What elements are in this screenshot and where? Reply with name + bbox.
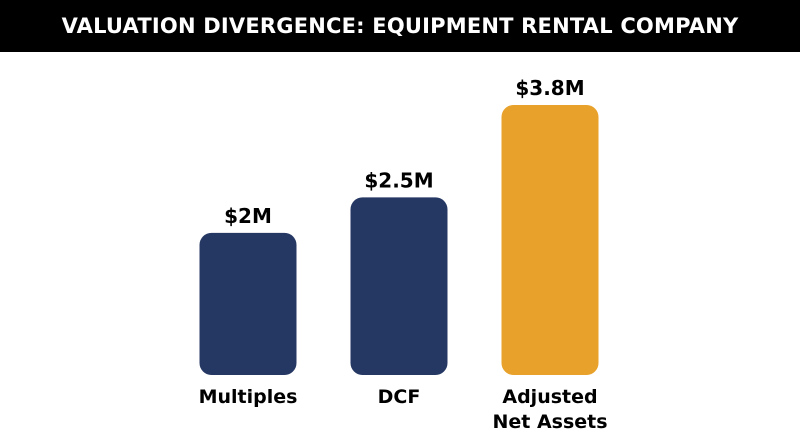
category-label-0: Multiples bbox=[199, 386, 298, 408]
bar-2 bbox=[501, 105, 599, 375]
bar-0 bbox=[199, 232, 297, 375]
category-label-1: DCF bbox=[378, 386, 421, 408]
value-label-0: $2M bbox=[224, 204, 272, 228]
category-label-2-line-1: Net Assets bbox=[492, 411, 607, 433]
chart-title: VALUATION DIVERGENCE: EQUIPMENT RENTAL C… bbox=[61, 14, 739, 38]
title-bar: VALUATION DIVERGENCE: EQUIPMENT RENTAL C… bbox=[0, 0, 800, 52]
category-label-2-line-0: Adjusted bbox=[502, 386, 597, 408]
value-label-2: $3.8M bbox=[515, 76, 584, 100]
bar-1 bbox=[350, 197, 448, 375]
value-label-1: $2.5M bbox=[364, 168, 433, 192]
